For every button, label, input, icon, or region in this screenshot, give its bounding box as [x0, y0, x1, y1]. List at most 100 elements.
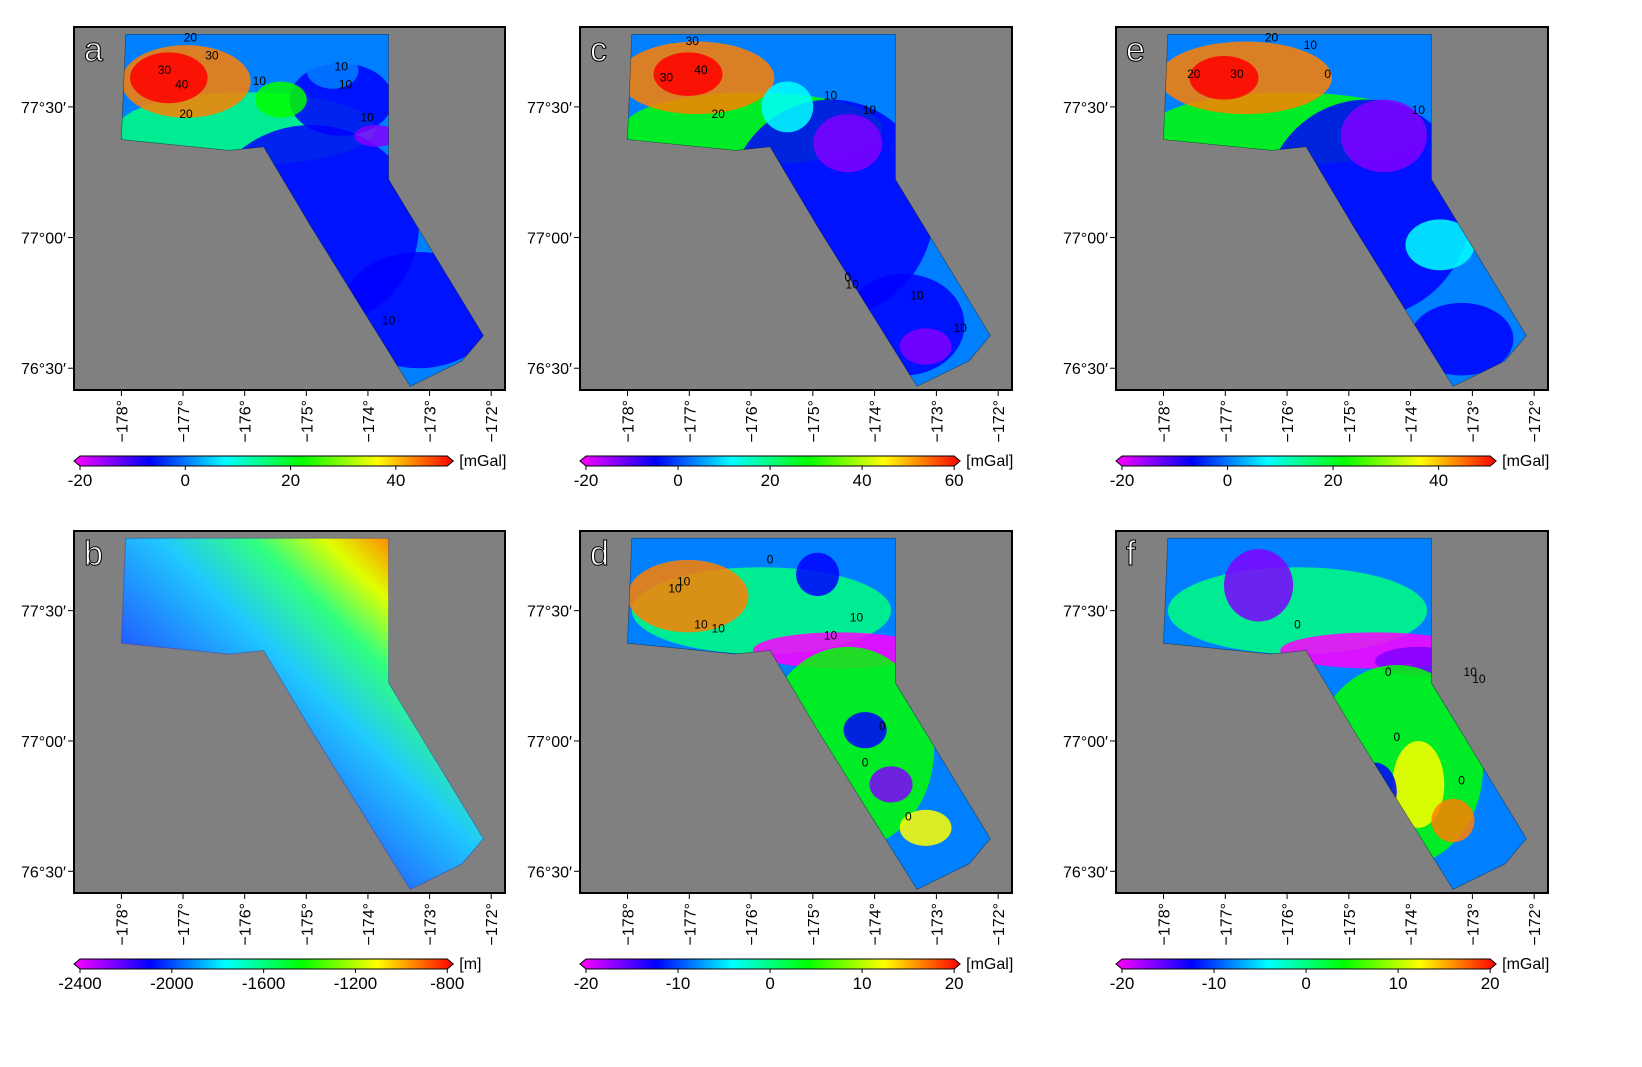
- lat-label: 77°30′: [21, 100, 66, 117]
- lon-label: −173°: [1465, 400, 1482, 442]
- colorbar-tick-label: -20: [574, 974, 599, 993]
- anomaly-region: [653, 52, 723, 96]
- colorbar-unit: [mGal]: [966, 956, 1013, 973]
- lon-label: −174°: [868, 903, 885, 945]
- lat-label: 76°30′: [1063, 361, 1108, 378]
- lon-label: −172°: [991, 903, 1008, 945]
- lon-label: −174°: [361, 903, 378, 945]
- lon-label: −174°: [868, 400, 885, 442]
- colorbar-tick-label: 20: [1481, 974, 1500, 993]
- contour-label: 40: [175, 78, 189, 92]
- lon-label: −174°: [1404, 903, 1421, 945]
- anomaly-region: [306, 52, 359, 89]
- colorbar: [579, 958, 961, 970]
- contour-label: 0: [1393, 730, 1400, 744]
- colorbar-tick-label: 40: [386, 471, 405, 490]
- anomaly-region: [1224, 549, 1294, 622]
- panel-label: d: [590, 535, 609, 573]
- lat-label: 77°00′: [21, 231, 66, 248]
- lat-label: 76°30′: [21, 361, 66, 378]
- anomaly-region: [1405, 219, 1475, 271]
- lon-label: −175°: [1342, 400, 1359, 442]
- colorbar-tick-label: -20: [1110, 471, 1135, 490]
- contour-label: 10: [339, 78, 353, 92]
- contour-label: 10: [335, 60, 349, 74]
- bathymetry-edge: [120, 537, 485, 891]
- colorbar-tick-label: 0: [765, 974, 774, 993]
- colorbar-unit: [mGal]: [1502, 453, 1549, 470]
- colorbar-tick-label: 20: [761, 471, 780, 490]
- survey-edge: [121, 33, 484, 387]
- lon-label: −173°: [423, 400, 440, 442]
- contour-label: 0: [1458, 773, 1465, 787]
- contour-label: 20: [712, 107, 726, 121]
- lon-label: −177°: [1218, 903, 1235, 945]
- contour-label: 10: [694, 618, 708, 632]
- lat-label: 77°30′: [21, 604, 66, 621]
- lat-label: 77°00′: [1063, 231, 1108, 248]
- lon-label: −176°: [744, 400, 761, 442]
- survey-edge: [627, 537, 991, 890]
- contour-label: 30: [205, 49, 219, 63]
- anomaly-region: [1431, 798, 1475, 843]
- lon-label: −178°: [621, 903, 638, 945]
- colorbar: [579, 455, 961, 467]
- colorbar-tick-label: 0: [673, 471, 682, 490]
- panel-label: c: [590, 31, 607, 69]
- contour-label: 0: [844, 270, 851, 284]
- anomaly-region: [899, 809, 952, 846]
- contour-label: 10: [850, 611, 864, 625]
- colorbar: [1115, 958, 1497, 970]
- lon-label: −175°: [299, 903, 316, 945]
- lon-label: −173°: [929, 903, 946, 945]
- colorbar-tick-label: -20: [1110, 974, 1135, 993]
- contour-label: 10: [382, 314, 396, 328]
- lon-label: −178°: [1157, 903, 1174, 945]
- colorbar-tick-label: 10: [853, 974, 872, 993]
- contour-label: 0: [1324, 67, 1331, 81]
- lon-label: −172°: [1527, 400, 1544, 442]
- contour-label: 0: [905, 810, 912, 824]
- anomaly-region: [1392, 740, 1445, 828]
- anomaly-region: [843, 712, 887, 749]
- contour-label: 10: [677, 574, 691, 588]
- panel-label: f: [1126, 535, 1136, 573]
- contour-label: 10: [845, 277, 859, 291]
- colorbar-tick-label: -20: [68, 471, 93, 490]
- lat-label: 76°30′: [1063, 864, 1108, 881]
- lon-label: −173°: [929, 400, 946, 442]
- lon-label: −173°: [423, 903, 440, 945]
- anomaly-region: [1189, 56, 1259, 100]
- colorbar-tick-label: -2400: [58, 974, 101, 993]
- contour-label: 10: [1472, 672, 1486, 686]
- contour-label: 10: [1464, 665, 1478, 679]
- anomaly-region: [255, 81, 307, 118]
- survey-edge: [1163, 33, 1527, 387]
- anomaly-blobs: [1167, 549, 1484, 868]
- colorbar-unit: [m]: [459, 956, 481, 973]
- lon-label: −177°: [682, 903, 699, 945]
- contour-label: 10: [712, 621, 726, 635]
- lat-label: 77°00′: [527, 734, 572, 751]
- lat-label: 77°00′: [527, 231, 572, 248]
- contour-label: 20: [1265, 31, 1279, 45]
- contour-label: 20: [184, 31, 198, 45]
- colorbar-tick-label: -20: [574, 471, 599, 490]
- contour-label: 0: [1385, 665, 1392, 679]
- lon-label: −175°: [806, 400, 823, 442]
- anomaly-region: [796, 552, 840, 597]
- colorbar: [73, 958, 455, 970]
- lon-label: −173°: [1465, 903, 1482, 945]
- bathymetry-surface: [121, 538, 484, 890]
- lon-label: −176°: [238, 903, 255, 945]
- anomaly-region: [813, 114, 883, 173]
- panel-label: b: [84, 535, 103, 573]
- lat-label: 77°00′: [21, 734, 66, 751]
- colorbar-tick-label: 0: [1223, 471, 1232, 490]
- contour-label: 0: [767, 553, 774, 567]
- map-panel-a: 20303040201010101010a77°30′77°00′76°30′−…: [21, 26, 506, 490]
- contour-label: 30: [1230, 67, 1244, 81]
- contour-label: 20: [1187, 67, 1201, 81]
